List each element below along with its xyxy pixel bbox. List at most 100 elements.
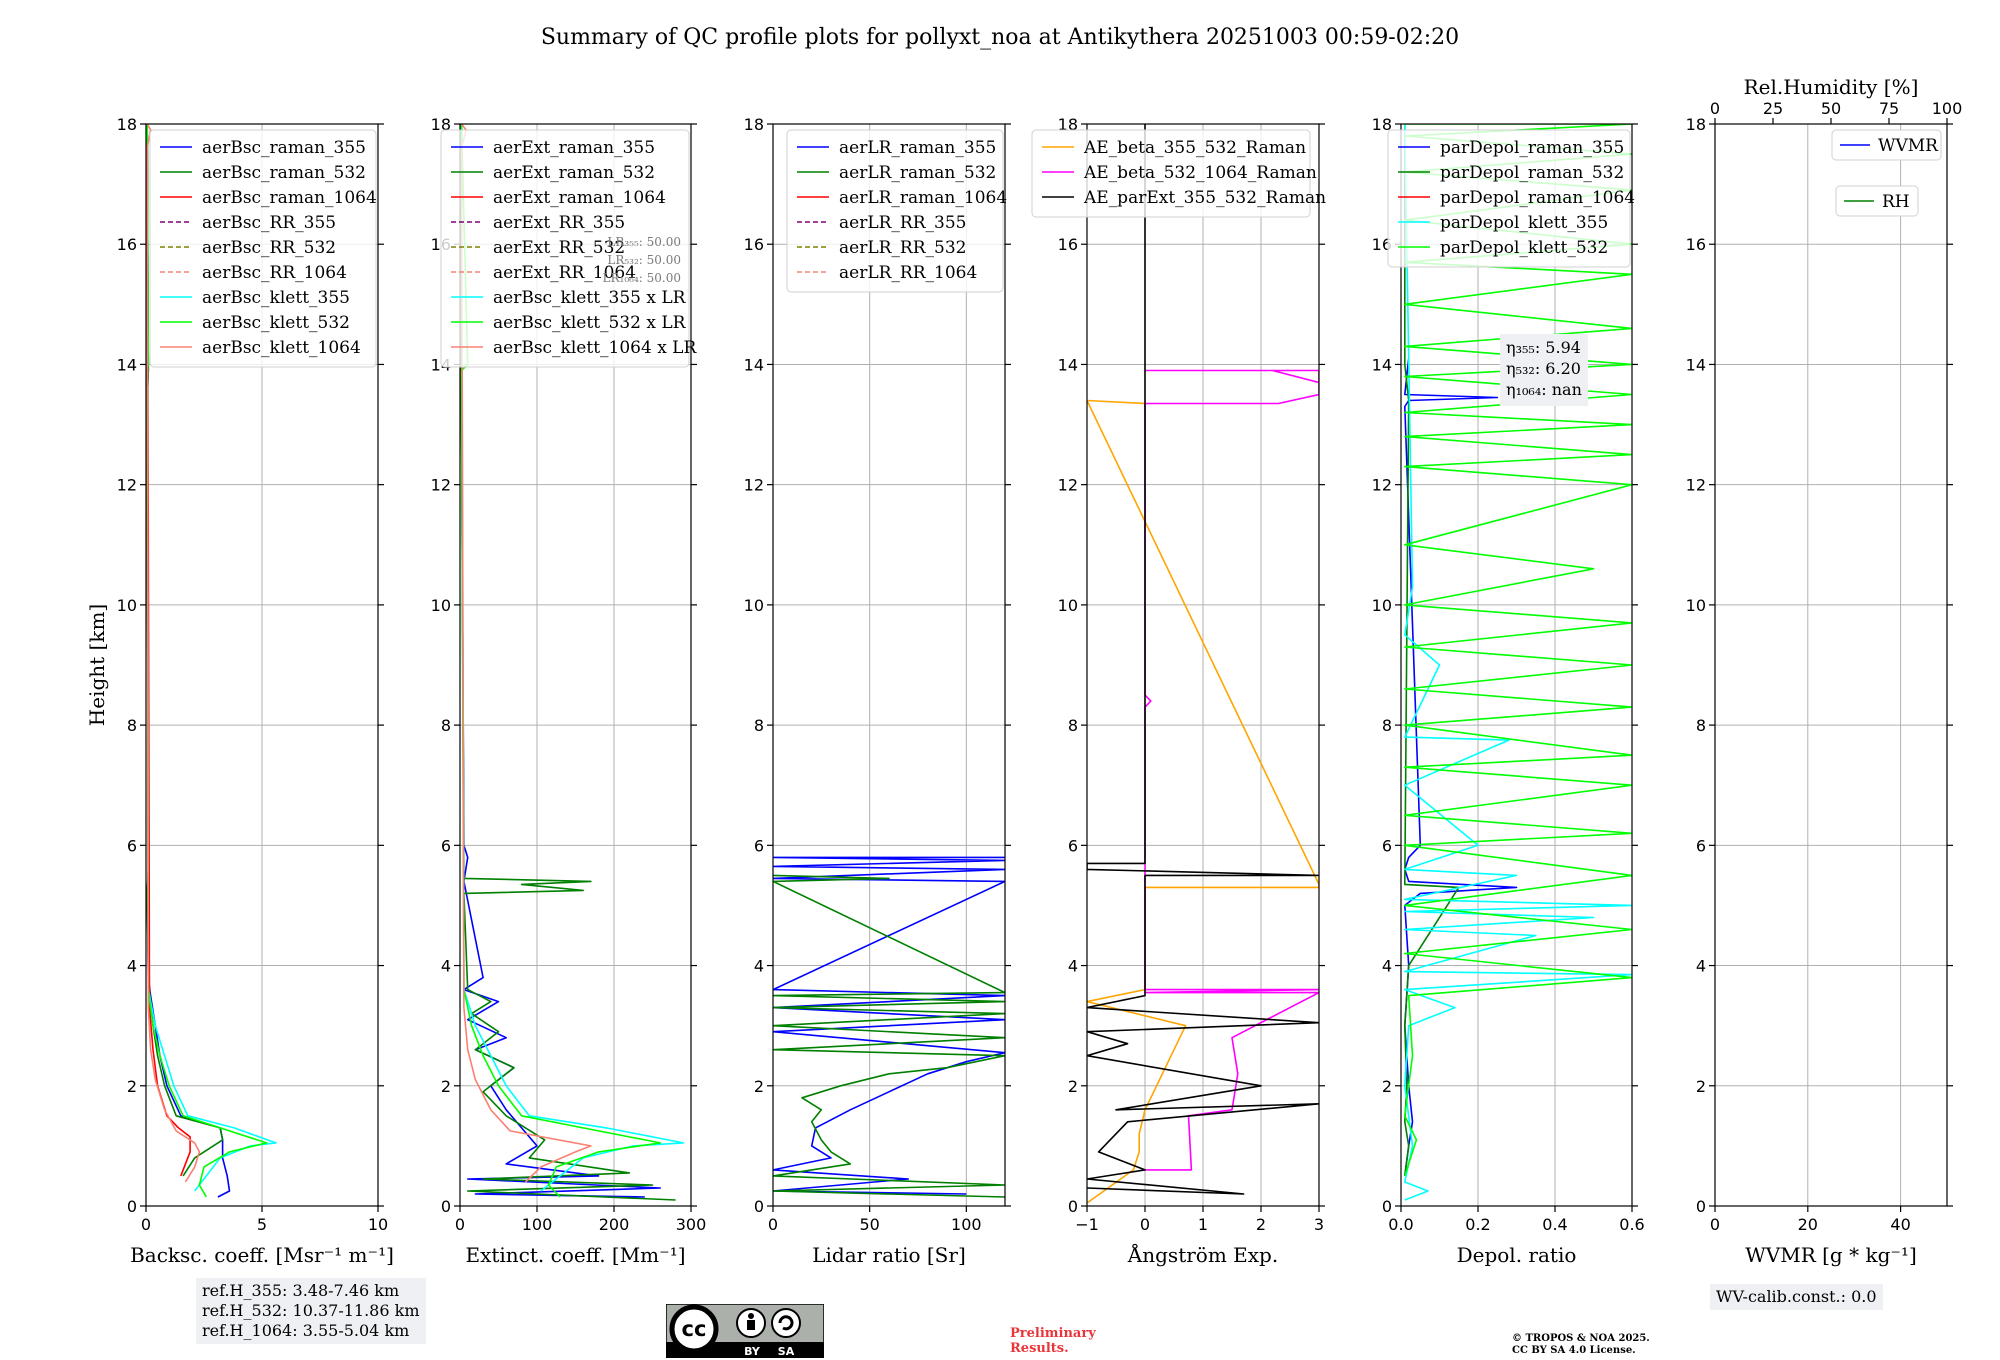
legend-label: RH [1882,192,1910,212]
y-tick-label: 4 [441,957,451,976]
series-group [773,856,1005,1198]
y-tick-label: 18 [744,115,764,134]
y-tick-label: 8 [441,716,451,735]
y-tick-label: 18 [117,115,137,134]
x-tick-label: 3 [1314,1215,1324,1234]
y-tick-label: 4 [1068,957,1078,976]
legend-box [1031,129,1311,218]
preliminary-line-1: Preliminary [1010,1326,1096,1341]
y-tick-label: 18 [431,115,451,134]
y-tick-label: 14 [1058,355,1078,374]
legend-label: parDepol_raman_355 [1440,138,1624,158]
x-tick-label: 0.6 [1619,1215,1644,1234]
y-tick-label: 6 [754,836,764,855]
y-tick-label: 12 [431,476,451,495]
y-axis-label: Height [km] [85,604,109,726]
series-aerBsc-klett-1064 [146,124,201,1183]
y-tick-label: 12 [1686,476,1706,495]
axes-frame [459,123,692,1207]
legend-label: aerLR_RR_1064 [839,263,977,283]
top-tick-label: 25 [1763,99,1783,118]
y-tick-label: 14 [1372,355,1392,374]
axes-frame [772,123,1006,1207]
top-axis-label: Rel.Humidity [%] [1744,75,1919,99]
legend-label: aerBsc_klett_355 [202,288,350,308]
x-tick-label: 1 [1198,1215,1208,1234]
y-tick-label: 8 [1068,716,1078,735]
legend-label: aerBsc_klett_1064 [202,338,361,358]
eta-label: η₁₀₆₄: nan [1506,380,1582,399]
cc-by-sa-badge: cc BY SA [666,1304,824,1358]
y-tick-label: 16 [1372,235,1392,254]
wv-calib-box: WV-calib.const.: 0.0 [1710,1284,1883,1310]
copyright-line-1: © TROPOS & NOA 2025. [1512,1333,1650,1344]
y-tick-label: 10 [1372,596,1392,615]
y-tick-label: 14 [744,355,764,374]
y-tick-label: 8 [1382,716,1392,735]
legend-label: aerExt_raman_1064 [493,188,666,208]
figure-title: Summary of QC profile plots for pollyxt_… [541,25,1459,50]
x-axis-label: WVMR [g * kg⁻¹] [1745,1243,1917,1267]
y-tick-label: 0 [754,1197,764,1216]
y-tick-label: 10 [1058,596,1078,615]
y-tick-label: 2 [1696,1077,1706,1096]
legend-label: aerLR_RR_355 [839,213,966,233]
x-tick-label: 10 [368,1215,388,1234]
legend-box [1831,129,1942,161]
legend-box [1387,129,1631,268]
cc-logo-text: cc [682,1317,707,1341]
legend-label: AE_parExt_355_532_Raman [1083,188,1326,208]
y-tick-label: 0 [1068,1197,1078,1216]
copyright-line-2: CC BY SA 4.0 License. [1512,1345,1636,1356]
x-tick-label: 200 [599,1215,630,1234]
legend-box [440,129,690,368]
y-tick-label: 6 [441,836,451,855]
y-tick-label: 0 [127,1197,137,1216]
panel-water_vapor: 0 20 40 0 2 4 6 8 10 12 14 16 18 WVMR [g * kg⁻¹] 0 25 50… [1686,75,1963,1267]
y-tick-label: 18 [1686,115,1706,134]
ref-height-532: ref.H_532: 10.37-11.86 km [202,1301,420,1320]
x-tick-label: 0 [141,1215,151,1234]
legend-label: parDepol_klett_355 [1440,213,1608,233]
legend-label: aerLR_raman_355 [839,138,996,158]
y-tick-label: 2 [1068,1077,1078,1096]
y-tick-label: 12 [1058,476,1078,495]
y-tick-label: 18 [1058,115,1078,134]
legend-WVMR: WVMR [1831,129,1942,161]
series-aerBsc-raman-1064 [146,124,191,1177]
top-tick-label: 75 [1879,99,1899,118]
eta-label: η₃₅₅: 5.94 [1506,338,1581,357]
legend-label: aerBsc_klett_355 x LR [493,288,687,308]
legend-label: aerBsc_raman_532 [202,163,366,183]
x-axis-label: Lidar ratio [Sr] [812,1243,966,1267]
series-group [146,124,277,1198]
legend-label: aerExt_raman_532 [493,163,655,183]
panel-depolarization: 0.0 0.2 0.4 0.6 0 2 4 6 8 10 12 14 16 18 Depol. ratio p… [1372,115,1645,1267]
top-tick-label: 50 [1821,99,1841,118]
axes-frame [1400,123,1633,1207]
x-tick-label: 2 [1256,1215,1266,1234]
series-parDepol-raman-532 [1404,124,1460,1177]
x-axis-label: Ångström Exp. [1127,1242,1278,1267]
x-tick-label: 0 [455,1215,465,1234]
x-tick-label: 300 [676,1215,707,1234]
legend-label: aerLR_raman_1064 [839,188,1007,208]
legend-label: aerBsc_klett_532 [202,313,350,333]
sa-label: SA [778,1345,795,1358]
legend-label: aerExt_raman_355 [493,138,655,158]
legend-box [786,129,1004,293]
top-tick-label: 0 [1710,99,1720,118]
y-tick-label: 0 [1696,1197,1706,1216]
eta-label: η₅₃₂: 6.20 [1506,359,1581,378]
panel-lidar_ratio: 0 50 100 0 2 4 6 8 10 12 14 16 18 Lidar ratio [Sr] aer… [744,115,1011,1267]
series-aerLR-raman-532 [773,874,1005,1198]
legend-label: AE_beta_355_532_Raman [1083,138,1306,158]
y-tick-label: 6 [127,836,137,855]
x-tick-label: 0.0 [1388,1215,1413,1234]
lr-label: LR₁₀₆₄: 50.00 [603,271,681,285]
y-tick-label: 2 [1382,1077,1392,1096]
y-tick-label: 12 [1372,476,1392,495]
preliminary-note: Preliminary Results. [1010,1326,1096,1356]
y-tick-label: 6 [1068,836,1078,855]
